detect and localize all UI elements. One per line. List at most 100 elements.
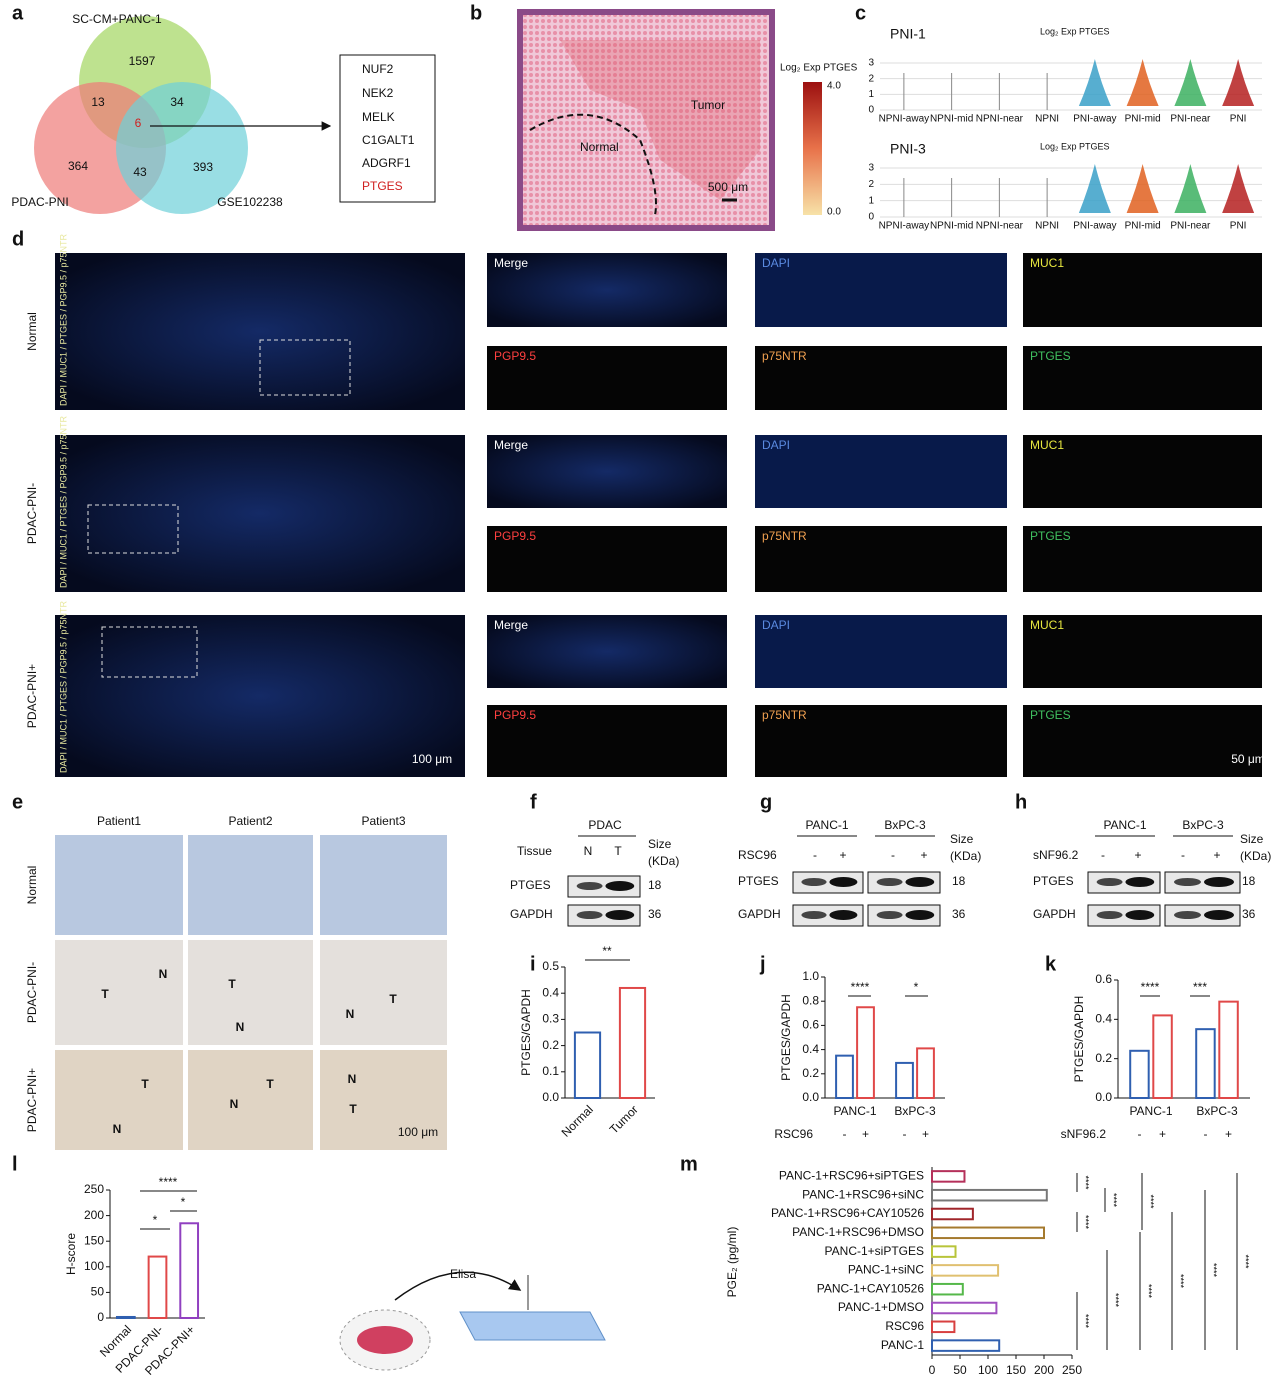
channel-label: PTGES xyxy=(1030,349,1071,363)
y-tick-label: 0.6 xyxy=(802,1018,819,1032)
gene: PTGES xyxy=(362,179,403,193)
x-tick-label: Tumor xyxy=(607,1102,641,1136)
venn-count: 1597 xyxy=(129,54,156,68)
channel-label: Merge xyxy=(494,256,528,270)
bar xyxy=(115,1315,136,1319)
y-axis-title: H-score xyxy=(64,1233,78,1275)
column-label: Patient2 xyxy=(228,814,272,828)
bar xyxy=(1129,1049,1150,1100)
treatment-label: RSC96 xyxy=(738,848,777,862)
y-tick-label: 0.8 xyxy=(802,993,819,1007)
significance: **** xyxy=(1081,1314,1091,1329)
if-detail xyxy=(1023,346,1262,410)
if-detail xyxy=(487,705,727,777)
y-tick-label: PANC-1+DMSO xyxy=(838,1300,924,1314)
color-scale xyxy=(803,82,822,215)
if-detail xyxy=(755,346,1007,410)
region-mark: N xyxy=(230,1097,239,1111)
y-tick-label: 0.6 xyxy=(1095,972,1112,986)
bar xyxy=(931,1320,956,1334)
channel-label: Merge xyxy=(494,618,528,632)
significance: *** xyxy=(1193,980,1207,994)
significance: ** xyxy=(602,944,612,958)
significance: **** xyxy=(1081,1215,1091,1230)
blot-band xyxy=(876,878,903,886)
tissue-image xyxy=(517,9,775,231)
column-label: Patient1 xyxy=(97,814,141,828)
violin-shape xyxy=(1174,59,1207,106)
x-tick-label: NPNI-away xyxy=(879,221,930,232)
normal-boundary xyxy=(529,113,657,216)
channel-label: p75NTR xyxy=(762,529,807,543)
bar xyxy=(931,1170,966,1183)
tumor-region xyxy=(560,40,760,200)
panel-letter: f xyxy=(530,791,537,813)
blot-band xyxy=(1096,878,1123,886)
chart-subtitle: Log₂ Exp PTGES xyxy=(1040,141,1110,151)
lane-label: - xyxy=(1101,848,1105,862)
violin-shape xyxy=(1078,164,1111,213)
blot-band xyxy=(1125,910,1155,920)
channel-label: p75NTR xyxy=(762,708,807,722)
y-tick-label: 1 xyxy=(868,195,874,206)
if-detail xyxy=(487,253,727,327)
ihc-image xyxy=(188,940,313,1045)
gene-box xyxy=(339,54,436,203)
y-tick-label: RSC96 xyxy=(885,1319,924,1333)
region-mark: T xyxy=(101,987,109,1001)
if-detail xyxy=(1023,435,1262,508)
channel-label: PGP9.5 xyxy=(494,529,536,543)
size-value: 36 xyxy=(648,907,662,921)
row-label: PDAC-PNI+ xyxy=(25,664,39,728)
scale-bar-label: 100 μm xyxy=(412,752,452,766)
x-tick-label: NPNI xyxy=(1035,221,1059,232)
blot-header: BxPC-3 xyxy=(1182,818,1224,832)
legend-tick: 0.0 xyxy=(827,207,841,218)
ihc-image xyxy=(55,835,183,935)
row-label: Normal xyxy=(25,312,39,351)
if-overview xyxy=(55,253,465,410)
lane-label: + xyxy=(839,848,846,862)
venn-circle xyxy=(116,82,248,214)
protein-label: GAPDH xyxy=(510,907,553,921)
panel-letter: d xyxy=(12,228,24,250)
significance: **** xyxy=(1146,1194,1156,1209)
panel-letter: k xyxy=(1045,953,1057,975)
arrow xyxy=(394,1271,522,1301)
step-label: Elisa xyxy=(450,1267,476,1281)
channel-label: PTGES xyxy=(1030,708,1071,722)
stain-label: DAPI / MUC1 / PTGES / PGP9.5 / p75NTR xyxy=(58,415,68,588)
set-label: PDAC-PNI xyxy=(11,195,68,209)
y-tick-label: 0.3 xyxy=(542,1012,559,1026)
y-tick-label: PANC-1+RSC96+DMSO xyxy=(792,1225,924,1239)
x-tick-label: NPNI-near xyxy=(976,221,1024,232)
blot-band xyxy=(1174,878,1201,886)
protein-label: PTGES xyxy=(738,874,779,888)
violin-shape xyxy=(1126,164,1159,213)
if-detail xyxy=(755,705,1007,777)
y-tick-label: PANC-1+siNC xyxy=(848,1263,924,1277)
protein-label: GAPDH xyxy=(738,907,781,921)
panel-letter: l xyxy=(12,1153,18,1175)
legend-label: - xyxy=(1203,1127,1207,1141)
significance: **** xyxy=(1141,980,1160,994)
size-label: (KDa) xyxy=(950,849,981,863)
size-label: Size xyxy=(648,837,672,851)
bar xyxy=(179,1222,200,1320)
channel-label: PTGES xyxy=(1030,529,1071,543)
blot-band xyxy=(576,882,603,890)
legend-label: - xyxy=(1137,1127,1141,1141)
bar xyxy=(931,1282,964,1296)
legend-title: Log₂ Exp PTGES xyxy=(780,63,858,74)
blot-band xyxy=(1174,911,1201,919)
blot-band xyxy=(1096,911,1123,919)
if-detail xyxy=(1023,615,1262,688)
lane-label: T xyxy=(614,844,622,858)
axis-title: PGE₂ (pg/ml) xyxy=(725,1227,739,1298)
size-value: 18 xyxy=(1242,874,1256,888)
bar xyxy=(1152,1014,1173,1100)
region-mark: T xyxy=(349,1102,357,1116)
column-label: Patient3 xyxy=(361,814,405,828)
